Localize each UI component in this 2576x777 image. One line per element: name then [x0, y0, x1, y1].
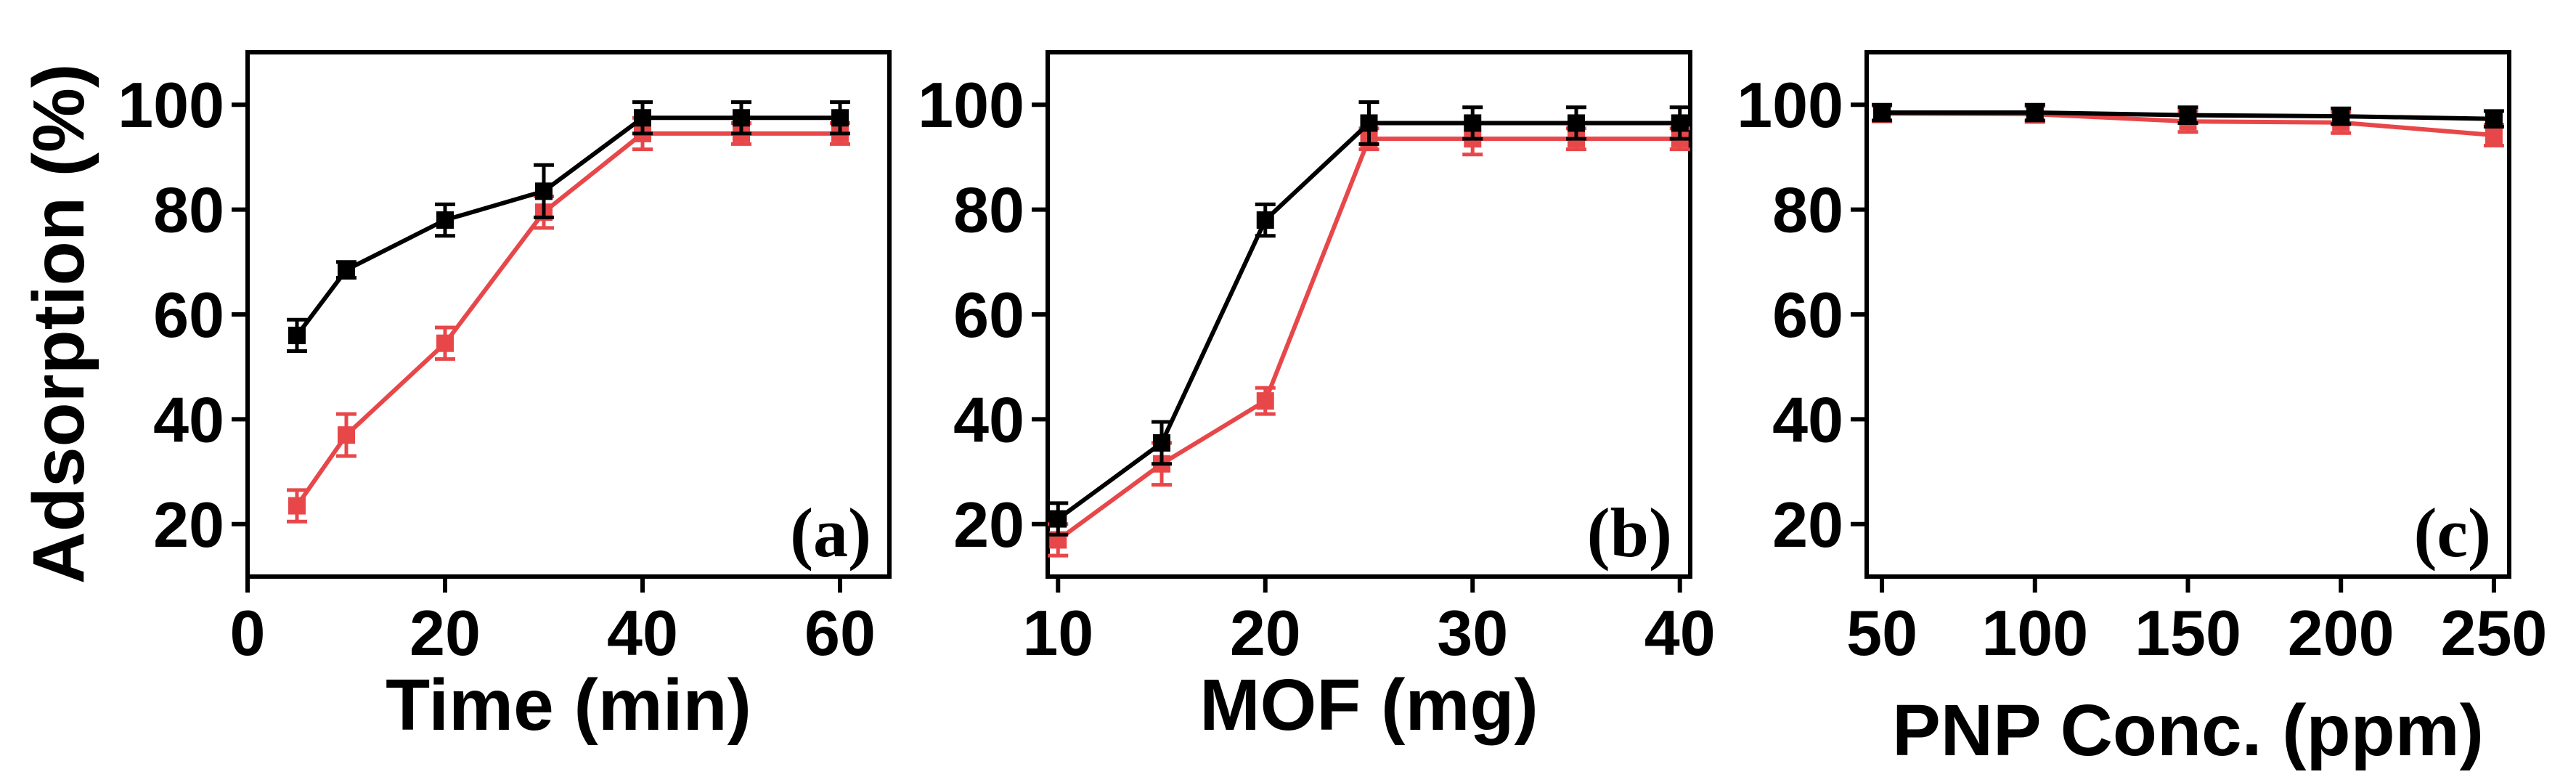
y-tick-label: 20 — [1772, 489, 1843, 561]
y-tick-label: 80 — [1772, 174, 1843, 246]
data-point-black — [1153, 434, 1171, 452]
data-point-red — [288, 497, 306, 515]
data-point-black — [436, 211, 454, 229]
data-point-black — [535, 182, 553, 200]
y-axis-label: Adsorption (%) — [18, 64, 99, 585]
x-tick-label: 60 — [804, 597, 876, 669]
data-point-black — [2332, 107, 2350, 126]
panel-label: (b) — [1587, 494, 1672, 571]
y-tick-label: 40 — [153, 383, 224, 455]
x-tick-label: 200 — [2288, 597, 2394, 669]
x-tick-label: 10 — [1022, 597, 1093, 669]
data-point-red — [338, 426, 355, 444]
x-tick-label: 40 — [1644, 597, 1716, 669]
y-tick-label: 100 — [118, 69, 224, 141]
y-tick-label: 60 — [153, 279, 224, 351]
data-point-red — [1256, 392, 1274, 410]
series-line-black — [295, 115, 840, 337]
data-point-black — [1873, 104, 1891, 122]
data-point-black — [1256, 211, 1274, 229]
data-point-black — [1049, 510, 1067, 528]
y-tick-label: 20 — [953, 489, 1024, 561]
data-point-black — [634, 109, 651, 127]
x-tick-label: 0 — [230, 597, 266, 669]
y-tick-label: 60 — [1772, 279, 1843, 351]
y-tick-label: 80 — [153, 174, 224, 246]
x-tick-label: 30 — [1437, 597, 1508, 669]
data-point-black — [1464, 114, 1482, 132]
x-tick-label: 20 — [409, 597, 481, 669]
y-tick-label: 100 — [918, 69, 1024, 141]
y-tick-label: 60 — [953, 279, 1024, 351]
x-tick-label: 150 — [2135, 597, 2241, 669]
data-point-black — [2485, 110, 2503, 128]
data-point-black — [733, 109, 750, 127]
data-point-black — [288, 326, 306, 344]
data-point-red — [436, 334, 454, 352]
series-line-red — [1056, 137, 1680, 542]
x-tick-label: 100 — [1981, 597, 2088, 669]
x-axis-label: PNP Conc. (ppm) — [1892, 690, 2484, 771]
series-line-red — [295, 131, 840, 508]
x-axis-label: Time (min) — [386, 664, 751, 746]
data-point-black — [1360, 114, 1378, 132]
x-tick-label: 250 — [2441, 597, 2548, 669]
data-point-black — [1567, 114, 1585, 132]
data-point-black — [831, 109, 849, 127]
y-tick-label: 40 — [953, 383, 1024, 455]
y-tick-label: 20 — [153, 489, 224, 561]
x-tick-label: 50 — [1846, 597, 1917, 669]
x-tick-label: 20 — [1230, 597, 1301, 669]
data-point-black — [2179, 106, 2197, 124]
data-point-black — [2026, 104, 2044, 122]
panel-label: (c) — [2413, 494, 2491, 571]
y-tick-label: 100 — [1737, 69, 1843, 141]
x-tick-label: 40 — [607, 597, 678, 669]
x-axis-label: MOF (mg) — [1199, 664, 1538, 746]
panel-label: (a) — [790, 494, 871, 571]
y-tick-label: 80 — [953, 174, 1024, 246]
data-point-black — [338, 261, 355, 279]
data-point-red — [2485, 126, 2503, 145]
data-point-black — [1671, 114, 1689, 132]
series-line-black — [1056, 121, 1680, 521]
y-tick-label: 40 — [1772, 383, 1843, 455]
